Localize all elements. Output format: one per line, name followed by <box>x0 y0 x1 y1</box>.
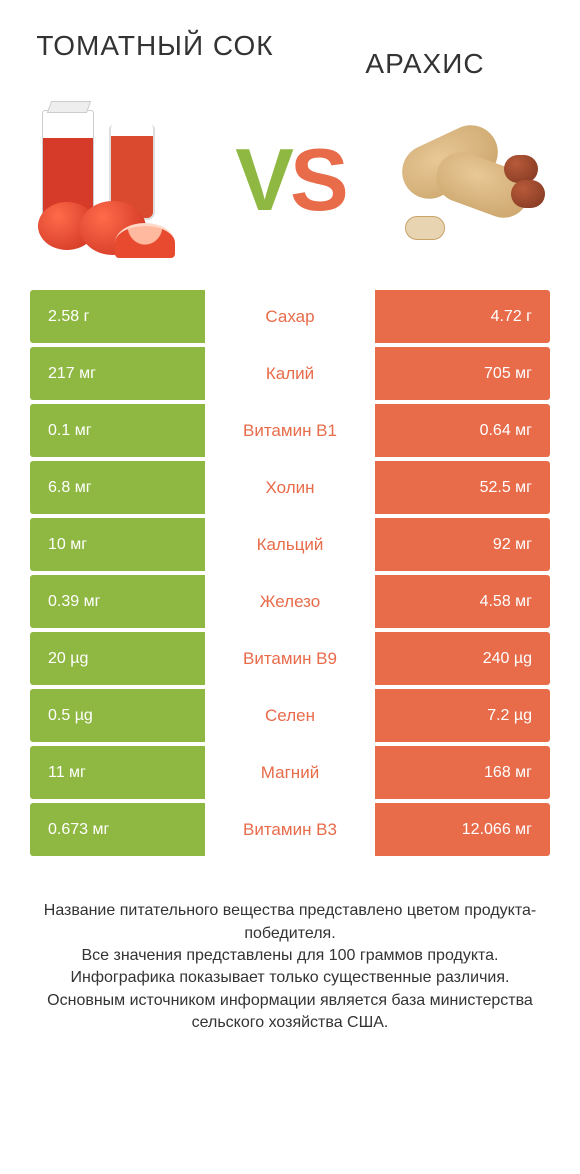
vs-v-letter: V <box>235 130 290 229</box>
footnote-line: Основным источником информации является … <box>30 990 550 1035</box>
nutrient-label: Кальций <box>205 518 375 571</box>
footnote-line: Инфографика показывает только существенн… <box>30 967 550 989</box>
footnote-line: Название питательного вещества представл… <box>30 900 550 945</box>
table-row: 2.58 гСахар4.72 г <box>30 290 550 343</box>
nutrient-label: Железо <box>205 575 375 628</box>
right-value-cell: 168 мг <box>375 746 550 799</box>
nutrient-label: Витамин B9 <box>205 632 375 685</box>
left-value-cell: 20 µg <box>30 632 205 685</box>
left-value-cell: 11 мг <box>30 746 205 799</box>
right-value-cell: 7.2 µg <box>375 689 550 742</box>
table-row: 217 мгКалий705 мг <box>30 347 550 400</box>
left-value-cell: 0.673 мг <box>30 803 205 856</box>
left-value-cell: 2.58 г <box>30 290 205 343</box>
right-value-cell: 0.64 мг <box>375 404 550 457</box>
right-value-cell: 240 µg <box>375 632 550 685</box>
right-value-cell: 705 мг <box>375 347 550 400</box>
table-row: 11 мгМагний168 мг <box>30 746 550 799</box>
footnote-line: Все значения представлены для 100 граммо… <box>30 945 550 967</box>
nutrient-label: Холин <box>205 461 375 514</box>
left-product-header: ТОМАТНЫЙ СОК <box>20 30 290 62</box>
table-row: 0.1 мгВитамин B10.64 мг <box>30 404 550 457</box>
nutrient-label: Витамин B3 <box>205 803 375 856</box>
right-product-title: АРАХИС <box>290 48 560 80</box>
nutrient-label: Витамин B1 <box>205 404 375 457</box>
nutrient-label: Магний <box>205 746 375 799</box>
footnote: Название питательного вещества представл… <box>0 860 580 1034</box>
table-row: 10 мгКальций92 мг <box>30 518 550 571</box>
nutrition-table: 2.58 гСахар4.72 г217 мгКалий705 мг0.1 мг… <box>0 290 580 860</box>
left-product-title: ТОМАТНЫЙ СОК <box>20 30 290 62</box>
right-product-image <box>390 100 550 260</box>
product-images-row: VS <box>0 90 580 290</box>
vs-label: VS <box>230 125 350 235</box>
peanut-illustration <box>390 100 550 260</box>
tomato-juice-illustration <box>30 100 190 260</box>
right-value-cell: 12.066 мг <box>375 803 550 856</box>
nutrient-label: Сахар <box>205 290 375 343</box>
left-value-cell: 10 мг <box>30 518 205 571</box>
table-row: 20 µgВитамин B9240 µg <box>30 632 550 685</box>
right-value-cell: 4.58 мг <box>375 575 550 628</box>
right-product-header: АРАХИС <box>290 30 560 80</box>
left-product-image <box>30 100 190 260</box>
table-row: 0.5 µgСелен7.2 µg <box>30 689 550 742</box>
table-row: 0.673 мгВитамин B312.066 мг <box>30 803 550 856</box>
left-value-cell: 217 мг <box>30 347 205 400</box>
nutrient-label: Калий <box>205 347 375 400</box>
header: ТОМАТНЫЙ СОК АРАХИС <box>0 0 580 90</box>
right-value-cell: 92 мг <box>375 518 550 571</box>
table-row: 6.8 мгХолин52.5 мг <box>30 461 550 514</box>
left-value-cell: 0.39 мг <box>30 575 205 628</box>
table-row: 0.39 мгЖелезо4.58 мг <box>30 575 550 628</box>
nutrient-label: Селен <box>205 689 375 742</box>
right-value-cell: 52.5 мг <box>375 461 550 514</box>
left-value-cell: 0.5 µg <box>30 689 205 742</box>
left-value-cell: 0.1 мг <box>30 404 205 457</box>
left-value-cell: 6.8 мг <box>30 461 205 514</box>
right-value-cell: 4.72 г <box>375 290 550 343</box>
vs-s-letter: S <box>290 130 345 229</box>
